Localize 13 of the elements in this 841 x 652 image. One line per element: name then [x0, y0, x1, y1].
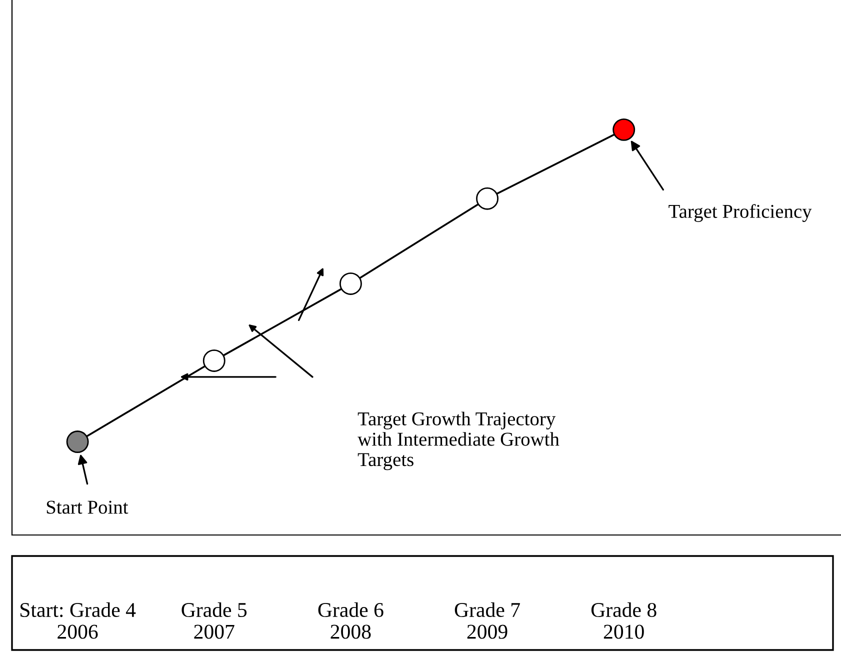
point — [612, 118, 636, 141]
x-tick-label: Grade 6 2008 — [318, 602, 384, 639]
annotation: Target Proficiency — [668, 204, 812, 222]
point — [66, 430, 89, 454]
point — [339, 272, 362, 295]
x-tick-label: Grade 7 2009 — [454, 602, 520, 639]
x-tick-label: Grade 5 2007 — [182, 602, 247, 639]
point — [202, 349, 226, 372]
x-tick-label: Start: Grade 4 2006 — [20, 602, 136, 639]
x-tick-label: Grade 8 2010 — [591, 602, 656, 639]
annotation: Start Point — [46, 500, 128, 514]
annotation: Target Growth Trajectory with Intermediate Growth Targets — [358, 412, 560, 470]
point — [476, 187, 498, 210]
